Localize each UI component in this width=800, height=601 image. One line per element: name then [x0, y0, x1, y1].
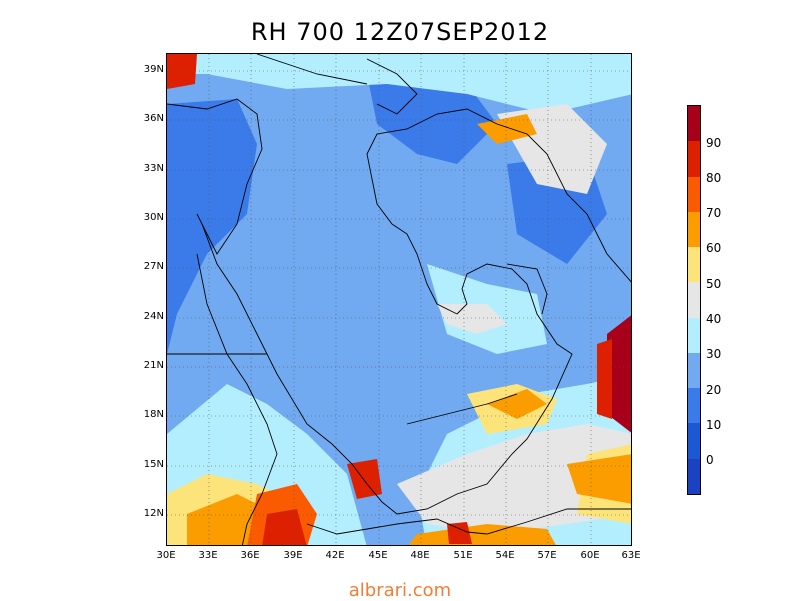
colorbar-label: 90 [706, 136, 722, 150]
darkred-region-east [607, 315, 631, 433]
orange-region-se1 [487, 389, 547, 419]
orange-region-se2 [567, 454, 631, 504]
red-region-south-center [447, 522, 472, 544]
colorbar-segment [688, 211, 700, 248]
colorbar-label: 70 [706, 206, 722, 220]
coastlines [167, 54, 631, 545]
colorbar [687, 105, 701, 495]
colorbar-segment [688, 388, 700, 424]
orange-region-south [408, 524, 556, 545]
lon-label: 33E [198, 550, 218, 561]
lon-label: 54E [495, 550, 515, 561]
colorbar-label: 20 [706, 383, 722, 397]
lon-label: 30E [156, 550, 176, 561]
neutral-region-gulf [437, 304, 507, 334]
map-title: RH 700 12Z07SEP2012 [250, 18, 550, 46]
lat-label: 15N [143, 459, 164, 470]
lon-label: 57E [537, 550, 557, 561]
red-region-ethiopia [262, 509, 307, 545]
lat-label: 33N [143, 163, 164, 174]
colorbar-label: 40 [706, 312, 722, 326]
colorbar-segment [688, 458, 700, 495]
colorbar-segment [688, 423, 700, 460]
lat-label: 21N [143, 360, 164, 371]
lat-label: 39N [143, 64, 164, 75]
neutral-region-south [397, 424, 631, 534]
colorbar-segment [688, 176, 700, 213]
colorbar-label: 0 [706, 453, 714, 467]
lat-label: 18N [143, 409, 164, 420]
dry-region-north [367, 74, 497, 164]
lon-label: 63E [621, 550, 641, 561]
lat-label: 30N [143, 212, 164, 223]
lon-label: 39E [283, 550, 303, 561]
lat-label: 24N [143, 311, 164, 322]
watermark: albrari.com [348, 580, 452, 601]
lat-label: 27N [143, 261, 164, 272]
colorbar-segment [688, 317, 700, 354]
rh-map [167, 54, 631, 545]
colorbar-label: 80 [706, 171, 722, 185]
dry-region-northwest [167, 99, 257, 354]
lat-label: 12N [143, 508, 164, 519]
colorbar-label: 30 [706, 347, 722, 361]
colorbar-label: 10 [706, 418, 722, 432]
map-frame [166, 53, 632, 546]
colorbar-segment [688, 352, 700, 389]
lon-label: 60E [580, 550, 600, 561]
colorbar-label: 60 [706, 241, 722, 255]
lat-label: 36N [143, 113, 164, 124]
colorbar-segment [688, 247, 700, 283]
lon-label: 45E [368, 550, 388, 561]
colorbar-segment [688, 106, 700, 142]
moist-band-north [167, 54, 631, 114]
colorbar-segment [688, 282, 700, 319]
colorbar-segment [688, 141, 700, 178]
lon-label: 36E [240, 550, 260, 561]
lon-label: 42E [325, 550, 345, 561]
colorbar-label: 50 [706, 277, 722, 291]
lon-label: 51E [453, 550, 473, 561]
red-region-east-edge [597, 339, 612, 419]
red-region-nw-corner [167, 54, 197, 89]
lon-label: 48E [410, 550, 430, 561]
